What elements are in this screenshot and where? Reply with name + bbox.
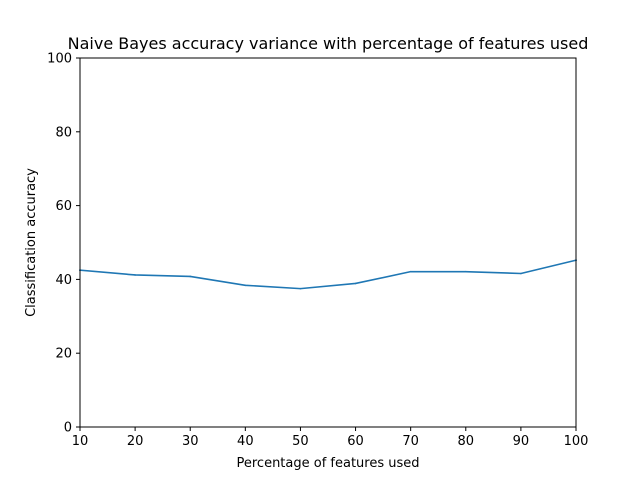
x-tick-label: 70 [402,434,419,449]
y-tick-label: 20 [55,347,72,362]
data-point [189,275,192,278]
y-tick-label: 80 [55,125,72,140]
x-axis-label: Percentage of features used [236,456,419,471]
x-tick-label: 40 [237,434,254,449]
x-tick-label: 20 [127,434,144,449]
y-tick-label: 40 [55,273,72,288]
data-point [299,287,302,290]
data-point [520,272,522,275]
y-tick-label: 0 [64,421,72,436]
x-tick-label: 60 [347,434,364,449]
data-point [409,270,412,273]
series-line [79,259,577,290]
y-axis-label: Classification accuracy [24,168,39,317]
y-axis: 0 20 40 60 80 100 [47,52,80,436]
y-tick-label: 60 [55,199,72,214]
chart-title: Naive Bayes accuracy variance with perce… [68,34,589,53]
y-tick-label: 100 [47,52,72,67]
x-tick-label: 80 [458,434,475,449]
plot-background [80,58,576,427]
x-tick-label: 10 [72,434,89,449]
x-tick-label: 50 [292,434,309,449]
x-tick-label: 90 [513,434,530,449]
plot-area [80,58,576,427]
x-tick-label: 100 [564,434,589,449]
x-tick-label: 30 [182,434,199,449]
data-point [244,284,247,287]
data-point [134,274,136,276]
x-axis: 10 20 30 40 50 60 70 80 90 100 [72,427,589,449]
data-point [354,282,357,285]
plot-frame [79,57,577,428]
data-point [464,270,467,273]
